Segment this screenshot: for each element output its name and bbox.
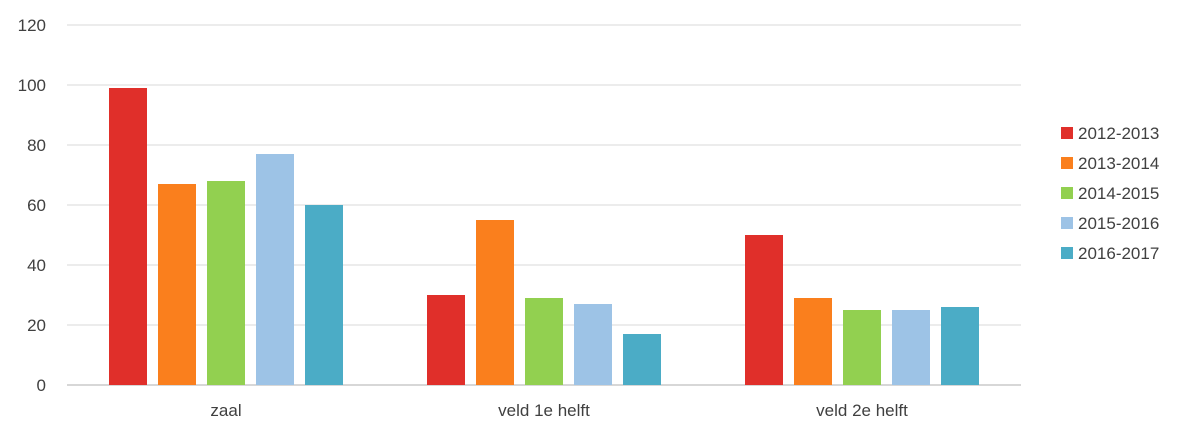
legend-label: 2016-2017 bbox=[1078, 244, 1159, 263]
x-axis-category-labels: zaal veld 1e helft veld 2e helft bbox=[210, 401, 908, 420]
legend-swatch bbox=[1061, 157, 1073, 169]
bar-2013-2014-zaal bbox=[158, 184, 196, 385]
bar-2015-2016-veld-1e-helft bbox=[574, 304, 612, 385]
bar-2012-2013-veld-2e-helft bbox=[745, 235, 783, 385]
bar-2013-2014-veld-1e-helft bbox=[476, 220, 514, 385]
y-tick-label: 0 bbox=[37, 376, 46, 395]
bar-2013-2014-veld-2e-helft bbox=[794, 298, 832, 385]
bar-2012-2013-veld-1e-helft bbox=[427, 295, 465, 385]
bar-2014-2015-zaal bbox=[207, 181, 245, 385]
legend-label: 2014-2015 bbox=[1078, 184, 1159, 203]
x-category-label: veld 1e helft bbox=[498, 401, 590, 420]
legend-swatch bbox=[1061, 187, 1073, 199]
y-tick-label: 80 bbox=[27, 136, 46, 155]
legend-label: 2012-2013 bbox=[1078, 124, 1159, 143]
x-category-label: zaal bbox=[210, 401, 241, 420]
bars bbox=[109, 88, 979, 385]
bar-2015-2016-zaal bbox=[256, 154, 294, 385]
bar-2014-2015-veld-2e-helft bbox=[843, 310, 881, 385]
legend-label: 2013-2014 bbox=[1078, 154, 1159, 173]
y-tick-label: 120 bbox=[18, 16, 46, 35]
y-tick-label: 20 bbox=[27, 316, 46, 335]
bar-2014-2015-veld-1e-helft bbox=[525, 298, 563, 385]
legend-swatch bbox=[1061, 247, 1073, 259]
bar-2016-2017-zaal bbox=[305, 205, 343, 385]
bar-2012-2013-zaal bbox=[109, 88, 147, 385]
y-tick-label: 40 bbox=[27, 256, 46, 275]
legend-swatch bbox=[1061, 127, 1073, 139]
bar-2015-2016-veld-2e-helft bbox=[892, 310, 930, 385]
legend-label: 2015-2016 bbox=[1078, 214, 1159, 233]
legend-swatch bbox=[1061, 217, 1073, 229]
y-axis-tick-labels: 0 20 40 60 80 100 120 bbox=[18, 16, 46, 395]
bar-2016-2017-veld-1e-helft bbox=[623, 334, 661, 385]
bar-2016-2017-veld-2e-helft bbox=[941, 307, 979, 385]
y-tick-label: 60 bbox=[27, 196, 46, 215]
x-category-label: veld 2e helft bbox=[816, 401, 908, 420]
legend: 2012-2013 2013-2014 2014-2015 2015-2016 2016… bbox=[1061, 124, 1159, 263]
y-tick-label: 100 bbox=[18, 76, 46, 95]
